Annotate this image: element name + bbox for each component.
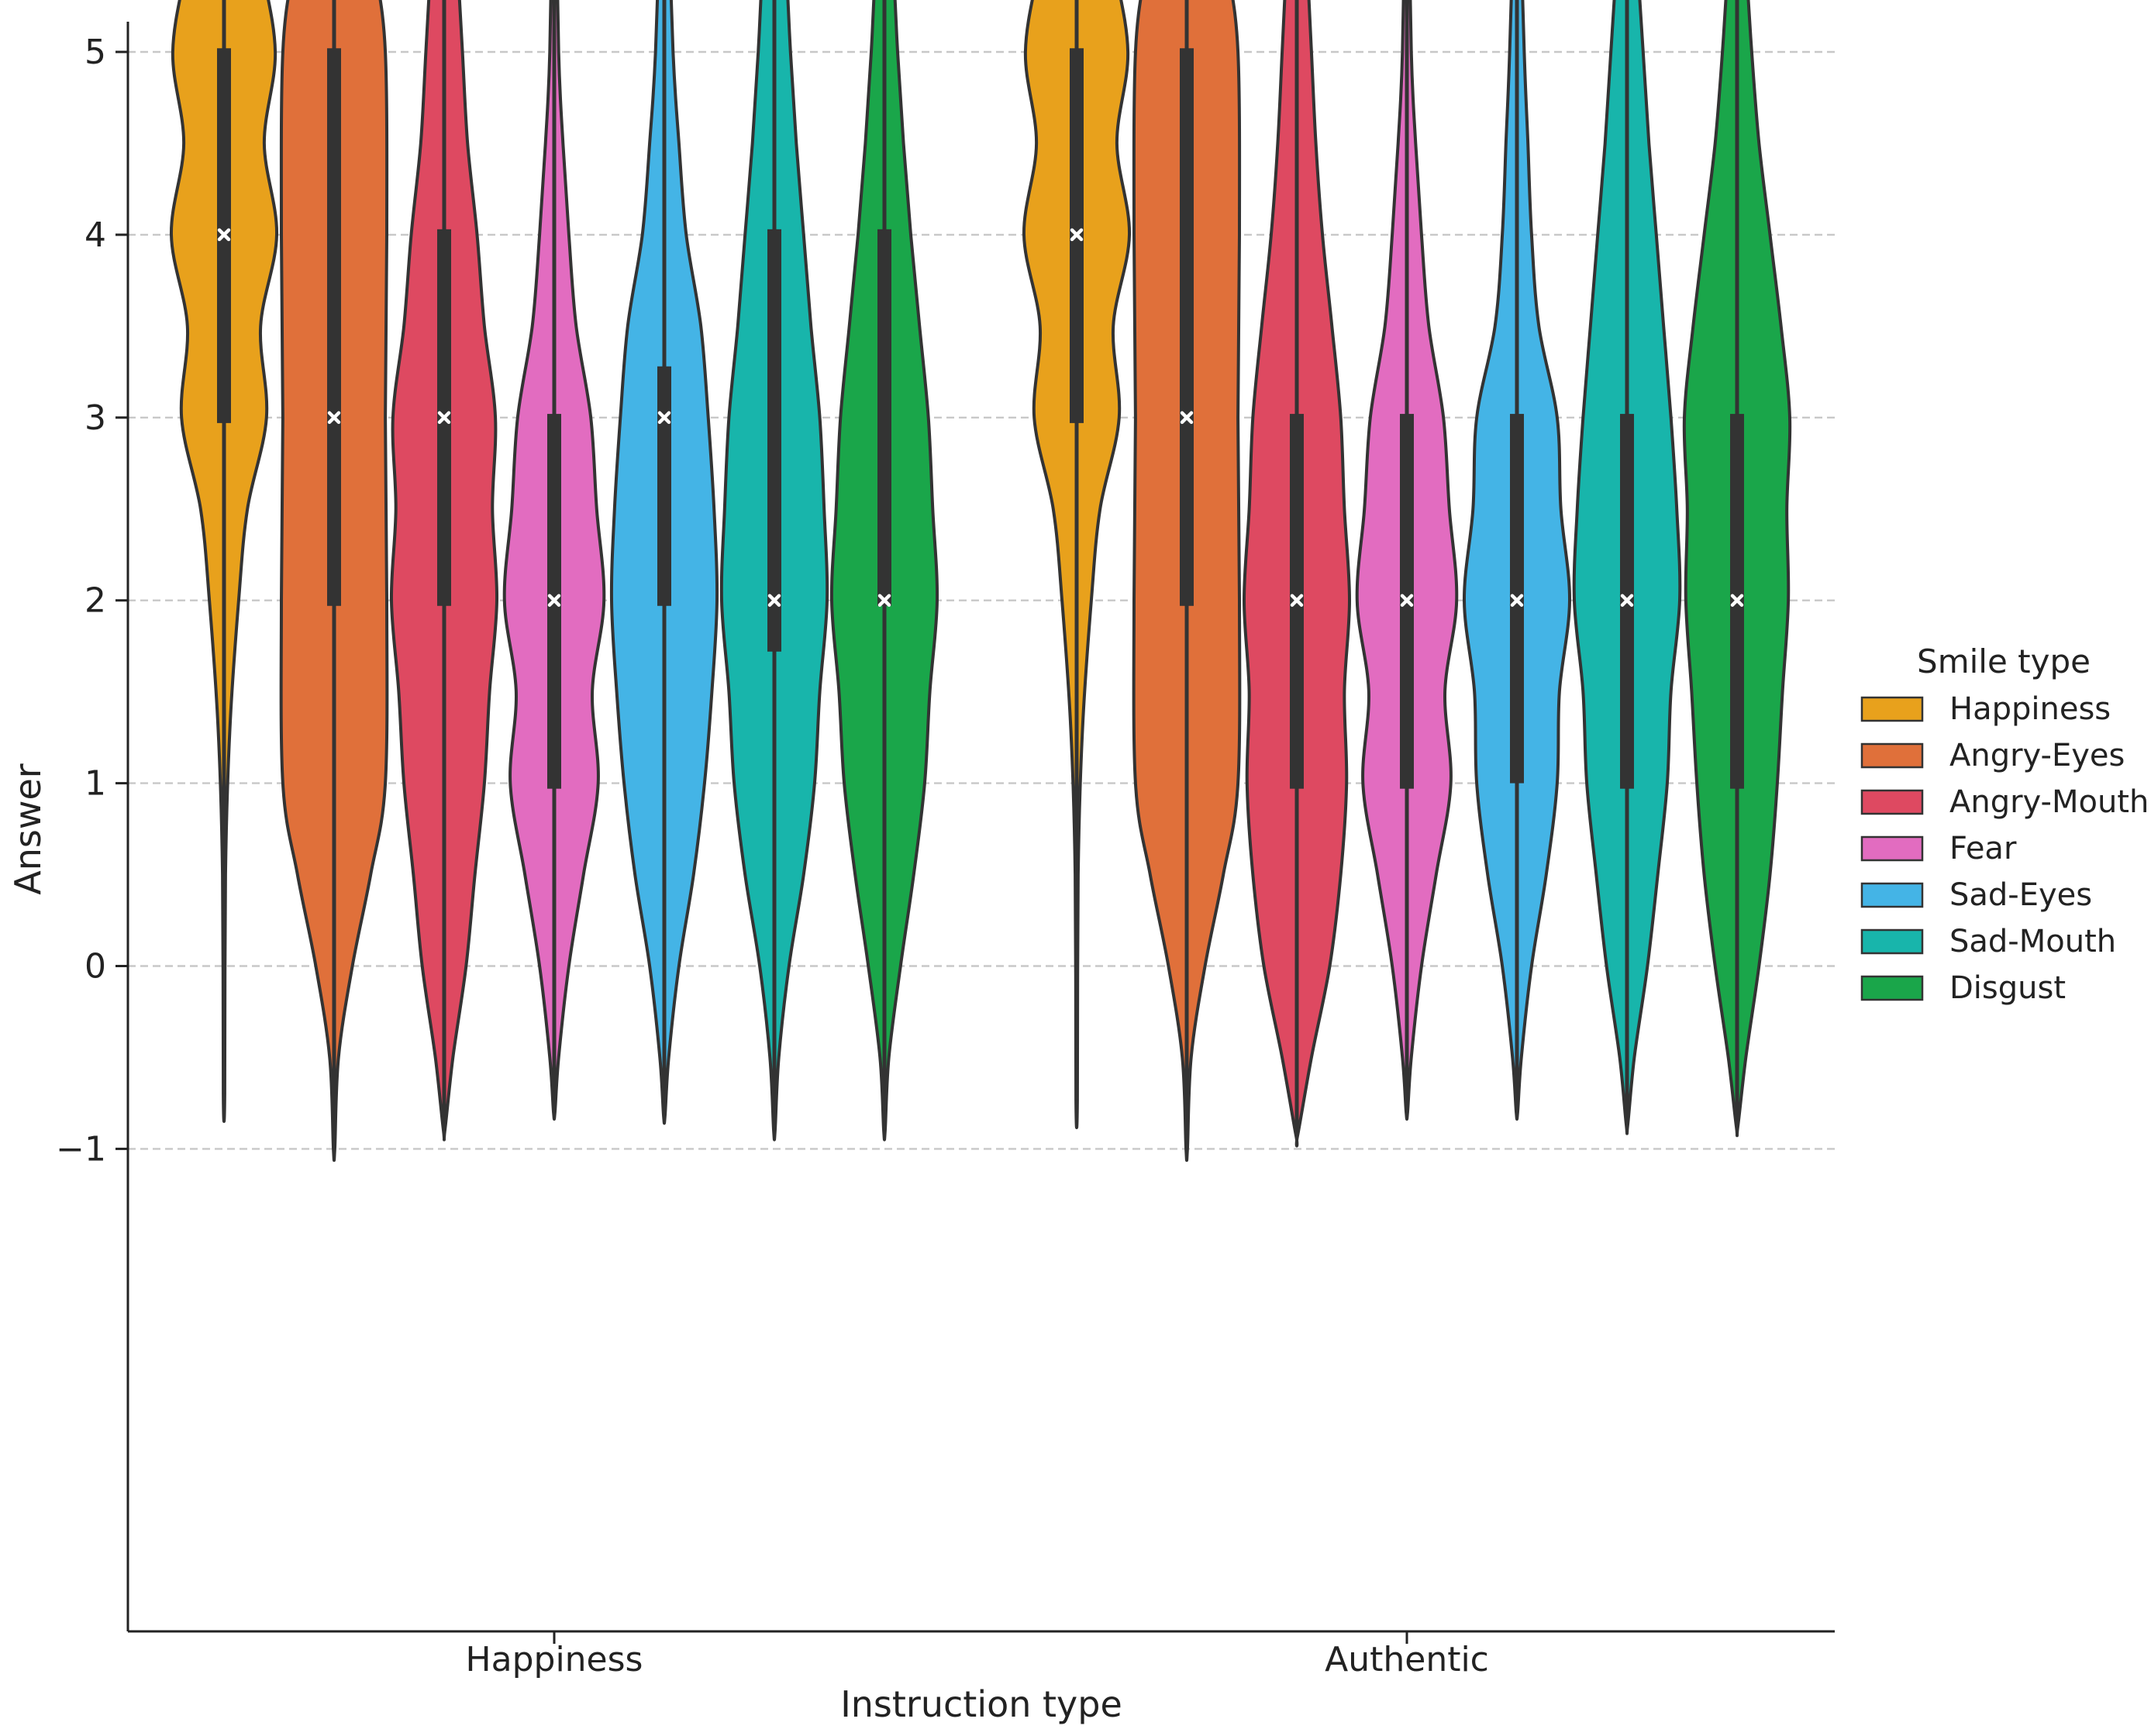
- legend-swatch-angry-eyes: [1860, 742, 1924, 769]
- axes: [126, 22, 1835, 1633]
- legend-swatch-disgust: [1860, 975, 1924, 1001]
- median-marker-happiness-happiness: [217, 228, 231, 242]
- legend-label-happiness: Happiness: [1949, 691, 2111, 727]
- legend-title: Smile type: [1917, 642, 2091, 680]
- legend: Smile type Happiness Angry-Eyes Angry-Mout…: [1860, 642, 2149, 1006]
- iqr-box-happiness-sad-eyes: [657, 366, 671, 606]
- median-marker-authentic-angry-eyes: [1180, 411, 1194, 425]
- median-marker-happiness-angry-mouth: [437, 411, 451, 425]
- iqr-box-happiness-disgust: [877, 229, 891, 606]
- y-tick-label-4: 4: [84, 215, 106, 255]
- x-ticks: Happiness Authentic: [466, 1631, 1489, 1679]
- median-marker-happiness-fear: [547, 594, 561, 607]
- iqr-box-happiness-angry-eyes: [327, 48, 341, 606]
- x-tick-label-authentic: Authentic: [1325, 1640, 1489, 1679]
- y-ticks: −101234567: [56, 33, 128, 1169]
- inner-boxes: [217, 0, 1744, 1149]
- legend-swatch-happiness: [1860, 696, 1924, 722]
- median-marker-authentic-happiness: [1070, 228, 1084, 242]
- legend-label-sad-eyes: Sad-Eyes: [1949, 877, 2092, 913]
- median-marker-authentic-angry-mouth: [1290, 594, 1304, 607]
- y-tick-label-5: 5: [84, 33, 106, 72]
- median-marker-authentic-disgust: [1730, 594, 1744, 607]
- y-tick-label-3: 3: [84, 398, 106, 438]
- x-tick-label-happiness: Happiness: [466, 1640, 643, 1679]
- median-marker-happiness-sad-eyes: [657, 411, 671, 425]
- y-tick-label-0: 0: [84, 947, 106, 987]
- iqr-box-happiness-sad-mouth: [767, 229, 781, 652]
- y-tick-label-2: 2: [84, 581, 106, 621]
- legend-swatch-angry-mouth: [1860, 789, 1924, 815]
- median-marker-authentic-sad-mouth: [1620, 594, 1634, 607]
- iqr-box-authentic-angry-eyes: [1180, 48, 1194, 606]
- legend-label-angry-mouth: Angry-Mouth: [1949, 784, 2149, 820]
- median-marker-authentic-sad-eyes: [1510, 594, 1524, 607]
- median-marker-happiness-disgust: [877, 594, 891, 607]
- legend-label-disgust: Disgust: [1949, 970, 2066, 1006]
- median-marker-happiness-angry-eyes: [327, 411, 341, 425]
- x-axis-title: Instruction type: [840, 1683, 1122, 1725]
- legend-label-angry-eyes: Angry-Eyes: [1949, 738, 2125, 773]
- legend-label-sad-mouth: Sad-Mouth: [1949, 924, 2116, 959]
- legend-swatch-sad-eyes: [1860, 882, 1924, 908]
- y-tick-label--1: −1: [56, 1129, 106, 1169]
- median-marker-happiness-sad-mouth: [767, 594, 781, 607]
- y-axis-title: Answer: [7, 763, 49, 895]
- legend-swatch-sad-mouth: [1860, 928, 1924, 955]
- legend-label-fear: Fear: [1949, 831, 2017, 866]
- y-tick-label-1: 1: [84, 764, 106, 804]
- legend-swatch-fear: [1860, 835, 1924, 862]
- violins: [169, 0, 1792, 1162]
- median-marker-authentic-fear: [1400, 594, 1414, 607]
